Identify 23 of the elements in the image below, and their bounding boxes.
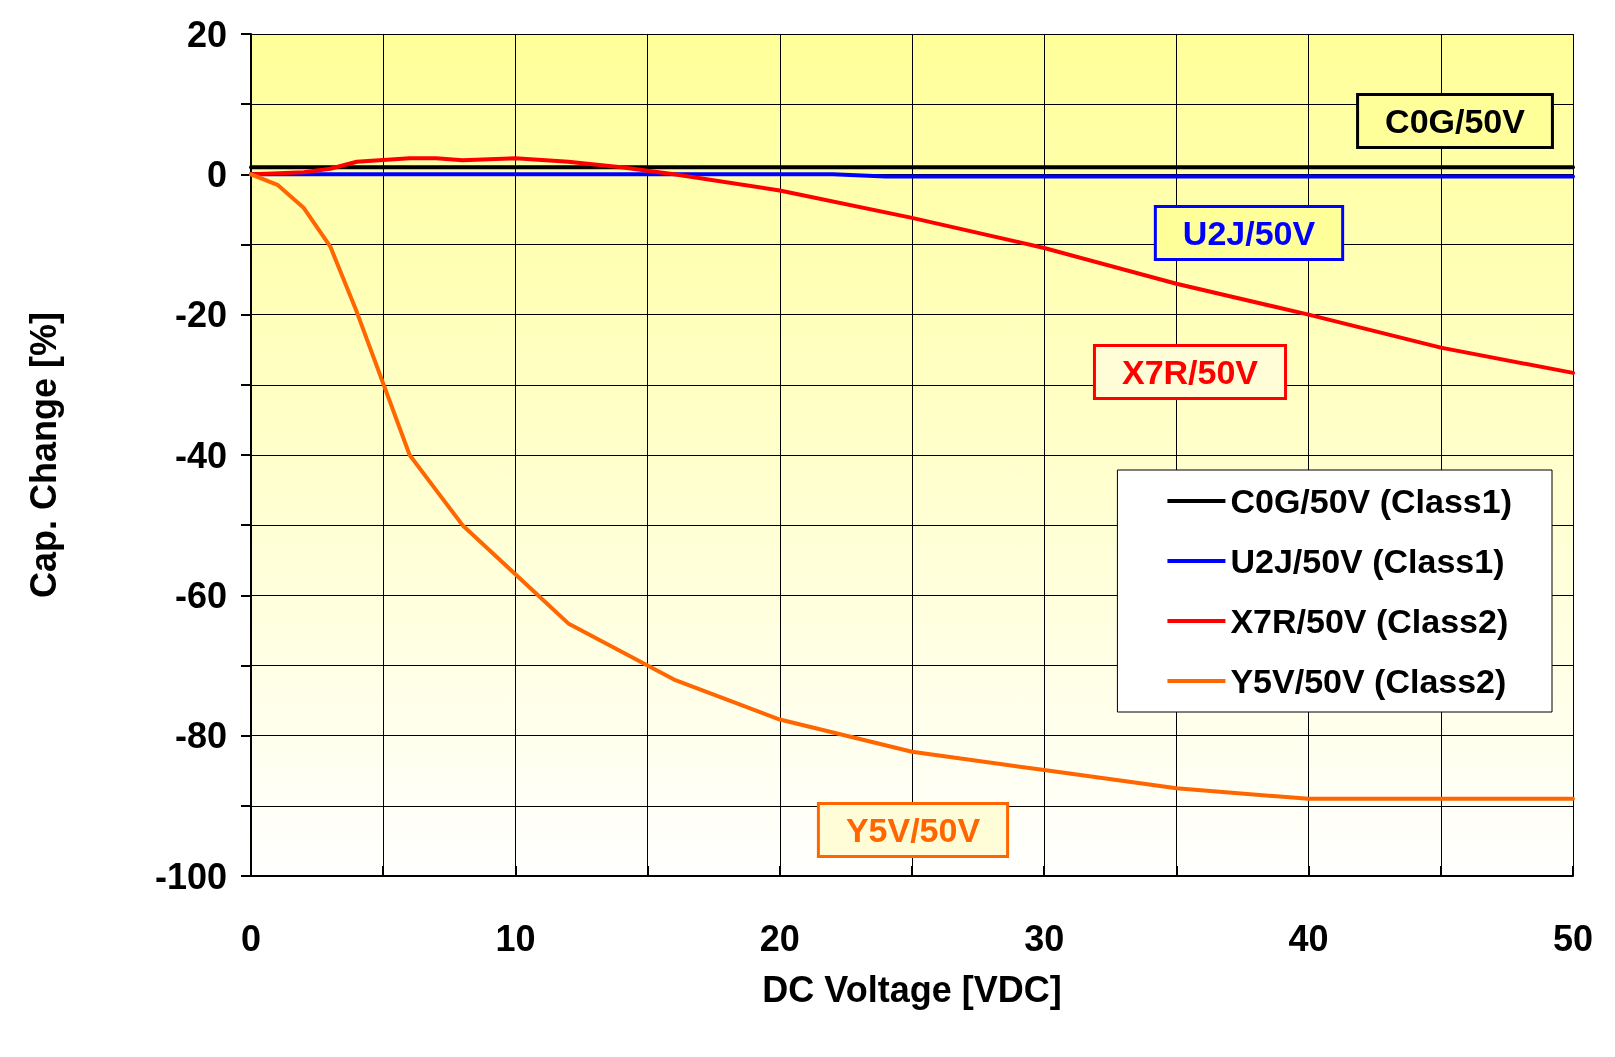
y-tick-label: -60 [174, 574, 227, 616]
x-tick-label: 20 [759, 917, 800, 959]
legend-label: U2J/50V (Class1) [1230, 542, 1505, 580]
y-tick-label: 0 [206, 153, 227, 195]
y-tick-label: -20 [174, 294, 227, 336]
x-axis-title: DC Voltage [VDC] [762, 968, 1062, 1010]
x-tick-label: 10 [495, 917, 536, 959]
annotation: C0G/50V [1385, 102, 1526, 140]
legend-label: X7R/50V (Class2) [1230, 602, 1509, 640]
y-tick-label: -40 [174, 434, 227, 476]
annotation: U2J/50V [1182, 214, 1316, 252]
x-tick-label: 30 [1024, 917, 1065, 959]
y-tick-label: -80 [174, 715, 227, 757]
x-tick-label: 0 [240, 917, 262, 959]
x-tick-label: 50 [1552, 917, 1594, 959]
y-tick-label: -100 [154, 855, 227, 897]
annotation: X7R/50V [1121, 353, 1259, 391]
legend-label: Y5V/50V (Class2) [1230, 662, 1507, 700]
y-tick-label: 20 [186, 13, 227, 55]
x-tick-label: 40 [1288, 917, 1329, 959]
legend-label: C0G/50V (Class1) [1230, 482, 1513, 520]
y-axis-title: Cap. Change [%] [22, 311, 64, 599]
annotation: Y5V/50V [845, 811, 981, 849]
